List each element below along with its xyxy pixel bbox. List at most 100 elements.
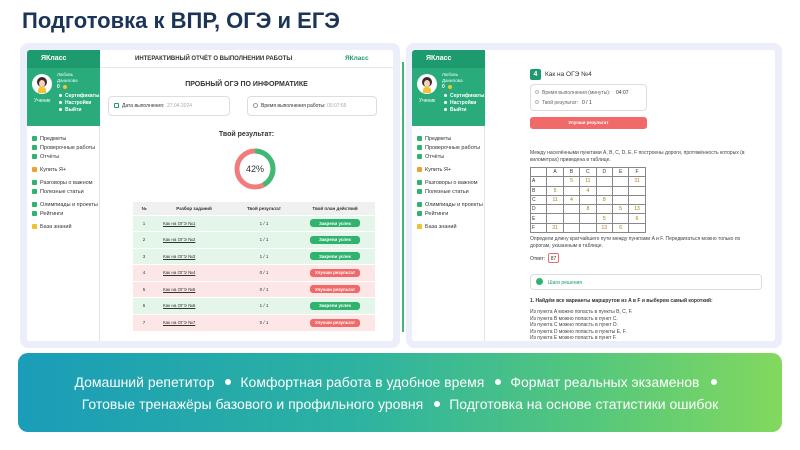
menu-item[interactable]: Олимпиады и проекты — [40, 202, 98, 208]
improve-button[interactable]: Улучши результат — [530, 117, 647, 129]
menu-item[interactable]: Рейтинги — [40, 211, 64, 217]
distance-cell: 8 — [579, 204, 597, 215]
sidebar-logo: ЯКласс — [27, 50, 100, 68]
row-number: 2 — [142, 237, 146, 243]
menu-item[interactable]: Разговоры о важном — [425, 180, 478, 186]
menu-item[interactable]: Проверочные работы — [40, 145, 96, 151]
menu-item[interactable]: База знаний — [425, 224, 457, 230]
task-link[interactable]: Как на ОГЭ №4 — [163, 270, 196, 276]
task-link[interactable]: Как на ОГЭ №3 — [163, 253, 196, 259]
report-row: 6 Как на ОГЭ №6 1 / 1 Закрепи успех — [133, 297, 375, 314]
distance-cell: 5 — [611, 204, 630, 215]
task-link[interactable]: Как на ОГЭ №6 — [163, 303, 196, 309]
banner-item: Домашний репетитор — [75, 374, 241, 390]
row-score: 0 / 1 — [259, 286, 269, 292]
steps-label: Шаги решения — [548, 280, 582, 286]
task-screen: 4 Как на ОГЭ №4 Время выполнения (минуты… — [412, 50, 775, 341]
menu-item[interactable]: Предметы — [425, 136, 452, 142]
step-line: Из пункта C можно попасть в пункт D. — [530, 322, 619, 328]
menu-item[interactable]: Купить Я+ — [425, 167, 452, 173]
banner-item: Готовые тренажёры базового и профильного… — [82, 396, 449, 412]
task-link[interactable]: Как на ОГЭ №5 — [163, 286, 196, 292]
user-block: Любовь Данилова 0 Ученик Сертификаты Настрой… — [412, 68, 485, 126]
sidebar: ЯКласс Любовь Данилова 0 Ученик Сертификаты Н… — [27, 50, 100, 341]
menu-icon — [32, 202, 37, 207]
user-link[interactable]: Настройки — [65, 100, 92, 106]
menu-icon — [417, 211, 422, 216]
plan-button[interactable]: Закрепи успех — [310, 301, 360, 310]
answer-label: Ответ: — [530, 256, 546, 262]
plan-button[interactable]: Улучши результат — [310, 268, 360, 277]
user-link[interactable]: Сертификаты — [65, 93, 100, 99]
menu-item[interactable]: Проверочные работы — [425, 145, 481, 151]
distance-cell — [579, 213, 597, 224]
distance-row: C 11 4 8 — [529, 194, 646, 206]
menu-icon — [32, 167, 37, 172]
distance-cell — [595, 204, 613, 215]
menu-icon — [32, 136, 37, 141]
menu-icon — [417, 154, 422, 159]
menu-item[interactable]: Полезные статьи — [425, 189, 469, 195]
plan-button[interactable]: Улучши результат — [310, 285, 360, 294]
row-header: A — [529, 176, 548, 187]
date-box — [108, 96, 230, 116]
row-plan-cell: Закрепи успех — [295, 232, 375, 249]
avatar — [32, 74, 52, 94]
task-link[interactable]: Как на ОГЭ №2 — [163, 237, 196, 243]
distance-cell — [628, 185, 646, 196]
menu-item[interactable]: Купить Я+ — [40, 167, 67, 173]
task-link[interactable]: Как на ОГЭ №7 — [163, 320, 196, 325]
menu-icon — [32, 224, 37, 229]
row-score: 1 / 1 — [259, 253, 269, 259]
menu-item[interactable]: Рейтинги — [425, 211, 449, 217]
report-grid: № Разбор заданий Твой результат Твой план д… — [133, 202, 375, 331]
task-result-label: Твой результат: — [542, 100, 579, 106]
clock-icon — [535, 90, 539, 94]
plan-button[interactable]: Закрепи успех — [310, 252, 360, 261]
info-icon — [536, 278, 543, 285]
menu-item[interactable]: Разговоры о важном — [40, 180, 93, 186]
menu-item[interactable]: Отчёты — [40, 154, 60, 160]
header-row: № Разбор заданий Твой результат Твой план д… — [133, 202, 375, 215]
distance-row: E 5 6 — [529, 213, 646, 224]
sidebar-logo: ЯКласс — [412, 50, 485, 68]
user-link[interactable]: Выйти — [65, 107, 82, 113]
plan-button[interactable]: Закрепи успех — [310, 219, 360, 228]
plan-button[interactable]: Улучши результат — [310, 318, 360, 327]
row-plan-cell: Закрепи успех — [295, 215, 375, 232]
user-link[interactable]: Настройки — [450, 100, 477, 106]
distance-cell — [546, 204, 564, 215]
report-row: 2 Как на ОГЭ №2 1 / 1 Закрепи успех — [133, 231, 375, 249]
menu-item[interactable]: Отчёты — [425, 154, 445, 160]
distance-cell: 8 — [595, 194, 613, 206]
menu-item[interactable]: Полезные статьи — [40, 189, 84, 195]
user-link[interactable]: Выйти — [450, 107, 467, 113]
distance-cell: 5 — [562, 176, 581, 187]
time-box — [247, 96, 377, 116]
row-number: 4 — [142, 270, 146, 276]
menu-item[interactable]: Предметы — [40, 136, 67, 142]
menu-icon — [417, 180, 422, 185]
menu-item[interactable]: База знаний — [40, 224, 72, 230]
menu-icon — [32, 189, 37, 194]
link-icon — [444, 101, 447, 104]
distance-cell — [562, 185, 581, 196]
report-screen: ИНТЕРАКТИВНЫЙ ОТЧЁТ О ВЫПОЛНЕНИИ РАБОТЫ … — [27, 50, 393, 341]
menu-item[interactable]: Олимпиады и проекты — [425, 202, 483, 208]
distance-cell — [546, 176, 564, 187]
distance-table: A B C D E F A 5 11 31 B 5 4 C 11 4 8 D 8 5 13 E 5 6 F 31 13 6 — [529, 166, 646, 234]
plan-button[interactable]: Закрепи успех — [310, 235, 360, 244]
slide-title: Подготовка к ВПР, ОГЭ и ЕГЭ — [22, 8, 340, 33]
task-time-label: Время выполнения (минуты): — [542, 90, 611, 96]
user-link[interactable]: Сертификаты — [450, 93, 485, 99]
menu-icon — [32, 145, 37, 150]
row-header: F — [529, 222, 548, 234]
result-label: Твой результат: — [218, 131, 275, 138]
result-icon — [535, 100, 539, 104]
distance-cell — [579, 194, 597, 206]
task-link[interactable]: Как на ОГЭ №1 — [163, 220, 196, 226]
task-question: Определи длину кратчайшего пути между пу… — [530, 236, 741, 249]
column-header: Разбор заданий — [176, 205, 212, 211]
step-line: Из пункта D можно попасть в пункты E, F. — [530, 328, 627, 335]
report-table: № Разбор заданий Твой результат Твой план д… — [133, 202, 375, 331]
